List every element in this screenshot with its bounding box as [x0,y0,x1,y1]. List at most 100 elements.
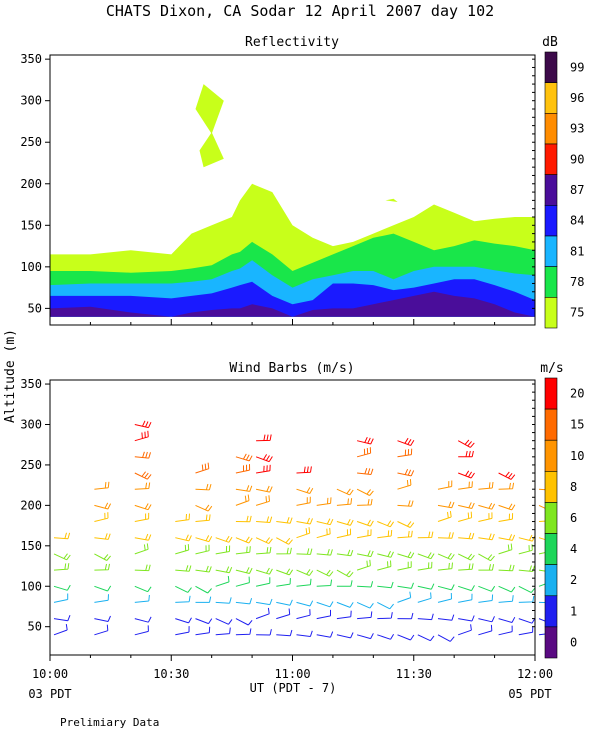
reflectivity-y-tick-label-200: 200 [20,177,42,191]
wind-barb [276,578,291,587]
wind-barb [53,553,71,561]
reflectivity-contour-87 [50,291,535,317]
wind-barb [276,537,293,545]
reflectivity-colorbar-label-87: 87 [570,183,584,197]
wind-barb [478,481,494,490]
wind-barb [235,494,250,506]
wind-barb [518,565,535,572]
wind-barb [458,624,472,636]
wind-colorbar-label-0: 0 [570,635,577,649]
reflectivity-colorbar-swatch-99 [544,51,558,83]
wind-colorbar-label-20: 20 [570,387,584,401]
wind-barb [134,420,152,429]
wind-barb [478,616,495,623]
wind-barb [276,568,294,576]
reflectivity-colorbar-label-99: 99 [570,60,584,74]
wind-barb [478,624,493,636]
wind-barb [498,471,516,480]
wind-barb [94,615,111,622]
wind-barb [256,546,272,555]
wind-barb [195,544,210,555]
wind-colorbar-swatch-2 [544,564,558,597]
wind-barb [518,595,535,603]
wind-barb [195,618,213,625]
wind-barb [53,584,71,591]
reflectivity-y-tick-label-250: 250 [20,135,42,149]
wind-barb [498,482,515,490]
reflectivity-contours [50,84,535,317]
wind-barb [195,626,211,636]
wind-barb [356,436,374,445]
wind-barb [458,470,475,479]
wind-barb [498,564,515,572]
wind-barb [53,593,69,603]
wind-barb [235,536,253,544]
reflectivity-colorbar-swatch-96 [544,82,558,114]
wind-barb [235,618,253,626]
wind-barb [316,631,334,638]
wind-barb [134,625,149,636]
wind-barb [53,615,71,622]
wind-barb [437,532,454,539]
wind-colorbar-label-2: 2 [570,573,577,587]
wind-barb [134,430,149,442]
wind-barb [458,585,475,592]
wind-y-tick-label-250: 250 [20,458,42,472]
wind-barb [356,633,374,640]
wind-colorbar-label-8: 8 [570,480,577,494]
reflectivity-colorbar-label-75: 75 [570,306,584,320]
wind-barb [336,518,354,526]
wind-barb [356,559,371,571]
wind-y-tick-label-350: 350 [20,377,42,391]
reflectivity-y-tick-label-350: 350 [20,52,42,66]
wind-barb [356,488,374,496]
wind-barb [134,482,151,490]
wind-colorbar-label-10: 10 [570,449,584,463]
wind-colorbar-label-6: 6 [570,511,577,525]
wind-barb [296,527,311,539]
wind-barb [134,533,152,541]
wind-barb [498,595,514,603]
wind-barb [397,561,412,571]
reflectivity-colorbar-label-93: 93 [570,122,584,136]
wind-barb [478,533,495,541]
reflectivity-colorbar-label-78: 78 [570,275,584,289]
wind-colorbar-swatch-1 [544,595,558,628]
reflectivity-colorbar-label-81: 81 [570,244,584,258]
x-tick-label-4: 12:00 [517,667,553,681]
wind-barb [94,502,112,510]
wind-barb [357,611,373,620]
figure-title: CHATS Dixon, CA Sodar 12 April 2007 day … [106,2,494,20]
wind-barb [134,471,152,480]
wind-barb [215,627,231,636]
wind-colorbar-swatch-8 [544,471,558,503]
wind-barb [175,534,192,542]
wind-barb [437,552,455,560]
wind-barb [276,547,292,555]
wind-barb [417,613,434,621]
wind-barb [175,585,192,593]
x-tick-label-1: 10:30 [153,667,189,681]
wind-barb [457,439,475,448]
wind-barb [356,601,374,609]
wind-barb [276,599,293,606]
wind-barb [235,576,250,587]
wind-barb [296,496,311,506]
wind-barb [255,485,273,493]
wind-barb [417,531,434,539]
reflectivity-colorbar-label-84: 84 [570,214,584,228]
wind-barb [498,534,516,541]
wind-barb [377,633,395,640]
wind-barb [498,585,516,593]
wind-barb [397,521,415,528]
wind-barb [296,548,313,555]
wind-barb [498,503,516,511]
wind-barb [437,562,453,571]
wind-barb [397,591,412,603]
wind-barb [255,454,273,463]
wind-barb [94,624,109,636]
wind-barb [94,553,111,561]
wind-barb [134,512,150,522]
wind-barb [256,434,272,442]
wind-barb [255,537,273,545]
